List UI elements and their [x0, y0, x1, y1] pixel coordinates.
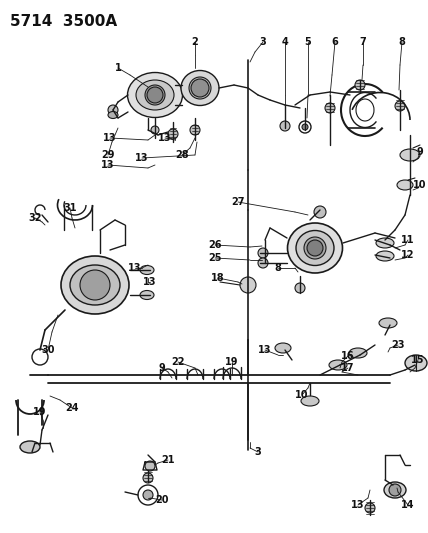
- Text: 25: 25: [208, 253, 222, 263]
- Text: 17: 17: [341, 363, 355, 373]
- Ellipse shape: [20, 441, 40, 453]
- Text: 13: 13: [143, 277, 157, 287]
- Circle shape: [143, 490, 153, 500]
- Text: 13: 13: [351, 500, 365, 510]
- Ellipse shape: [80, 270, 110, 300]
- Circle shape: [258, 258, 268, 268]
- Text: 19: 19: [33, 407, 47, 417]
- Circle shape: [151, 126, 159, 134]
- Text: 1: 1: [115, 63, 122, 73]
- Ellipse shape: [296, 230, 334, 265]
- Text: 20: 20: [155, 495, 169, 505]
- Text: 27: 27: [231, 197, 245, 207]
- Ellipse shape: [140, 290, 154, 300]
- Ellipse shape: [136, 80, 174, 110]
- Text: 7: 7: [360, 37, 366, 47]
- Text: 6: 6: [332, 37, 339, 47]
- Text: 10: 10: [295, 390, 309, 400]
- Circle shape: [143, 473, 153, 483]
- Text: 5714  3500A: 5714 3500A: [10, 14, 117, 29]
- Text: 14: 14: [401, 500, 415, 510]
- Text: 8: 8: [398, 37, 405, 47]
- Text: 2: 2: [192, 37, 198, 47]
- Circle shape: [355, 80, 365, 90]
- Circle shape: [295, 283, 305, 293]
- Text: 23: 23: [391, 340, 405, 350]
- Ellipse shape: [376, 238, 394, 248]
- Ellipse shape: [400, 149, 420, 161]
- Ellipse shape: [329, 360, 347, 370]
- Ellipse shape: [379, 318, 397, 328]
- Text: 24: 24: [65, 403, 79, 413]
- Text: 16: 16: [341, 351, 355, 361]
- Circle shape: [302, 124, 308, 130]
- Ellipse shape: [189, 77, 211, 99]
- Text: 15: 15: [411, 355, 425, 365]
- Circle shape: [168, 129, 178, 139]
- Text: 26: 26: [208, 240, 222, 250]
- Text: 12: 12: [401, 250, 415, 260]
- Ellipse shape: [181, 70, 219, 106]
- Circle shape: [108, 105, 118, 115]
- Text: 8: 8: [275, 263, 282, 273]
- Ellipse shape: [376, 251, 394, 261]
- Circle shape: [307, 240, 323, 256]
- Circle shape: [314, 206, 326, 218]
- Ellipse shape: [275, 343, 291, 353]
- Text: 3: 3: [255, 447, 262, 457]
- Text: 22: 22: [171, 357, 185, 367]
- Ellipse shape: [349, 348, 367, 358]
- Ellipse shape: [108, 111, 118, 118]
- Text: 3: 3: [260, 37, 266, 47]
- Text: 5: 5: [305, 37, 312, 47]
- Text: 13: 13: [101, 160, 115, 170]
- Ellipse shape: [128, 72, 182, 117]
- Circle shape: [258, 248, 268, 258]
- Ellipse shape: [288, 223, 342, 273]
- Ellipse shape: [61, 256, 129, 314]
- Ellipse shape: [140, 265, 154, 274]
- Text: 32: 32: [28, 213, 42, 223]
- Circle shape: [147, 87, 163, 103]
- Ellipse shape: [405, 355, 427, 371]
- Text: 31: 31: [63, 203, 77, 213]
- Text: 13: 13: [135, 153, 149, 163]
- Circle shape: [145, 461, 155, 471]
- Text: 13: 13: [103, 133, 117, 143]
- Ellipse shape: [301, 396, 319, 406]
- Circle shape: [191, 79, 209, 97]
- Text: 10: 10: [413, 180, 427, 190]
- Text: 4: 4: [282, 37, 288, 47]
- Ellipse shape: [145, 85, 165, 105]
- Text: 13: 13: [158, 133, 172, 143]
- Text: 9: 9: [416, 147, 423, 157]
- Ellipse shape: [397, 180, 413, 190]
- Circle shape: [280, 121, 290, 131]
- Circle shape: [395, 101, 405, 111]
- Ellipse shape: [384, 482, 406, 498]
- Text: 18: 18: [211, 273, 225, 283]
- Ellipse shape: [304, 237, 326, 259]
- Text: 30: 30: [41, 345, 55, 355]
- Text: 28: 28: [175, 150, 189, 160]
- Text: 9: 9: [159, 363, 165, 373]
- Circle shape: [325, 103, 335, 113]
- Circle shape: [240, 277, 256, 293]
- Text: 19: 19: [225, 357, 239, 367]
- Text: 11: 11: [401, 235, 415, 245]
- Circle shape: [365, 503, 375, 513]
- Ellipse shape: [70, 265, 120, 305]
- Circle shape: [389, 484, 401, 496]
- Text: 21: 21: [161, 455, 175, 465]
- Text: 13: 13: [258, 345, 272, 355]
- Text: 13: 13: [128, 263, 142, 273]
- Circle shape: [190, 125, 200, 135]
- Text: 29: 29: [101, 150, 115, 160]
